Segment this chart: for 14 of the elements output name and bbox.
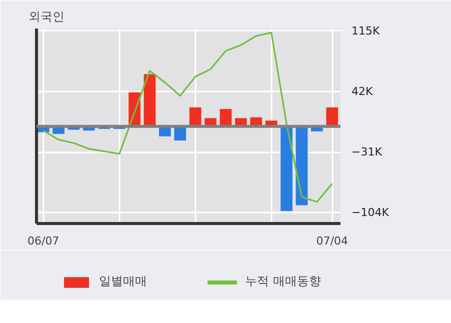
bar <box>280 126 292 212</box>
y-tick-label: −31K <box>352 146 383 159</box>
x-tick-label: 06/07 <box>27 234 60 248</box>
x-tick-label: 07/04 <box>316 234 348 248</box>
legend-label: 일별매매 <box>99 273 147 290</box>
y-tick-label: −104K <box>352 206 390 220</box>
y-tick-label: 42K <box>352 85 374 98</box>
legend-label: 누적 매매동향 <box>245 273 321 290</box>
bar <box>326 107 338 126</box>
bar <box>144 74 156 126</box>
chart-title: 외국인 <box>28 10 64 24</box>
bar <box>189 107 202 126</box>
line-series <box>42 32 333 203</box>
y-tick-label: 115K <box>352 24 380 38</box>
